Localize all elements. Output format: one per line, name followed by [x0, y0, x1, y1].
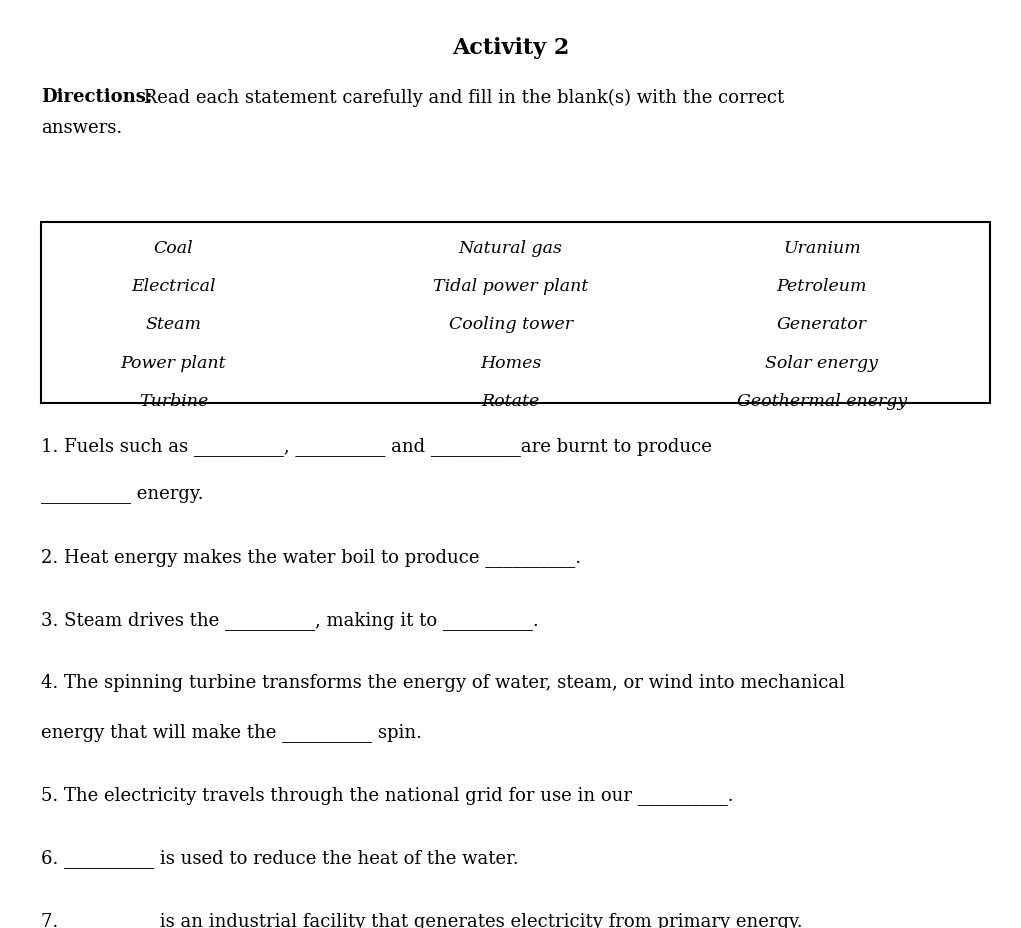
Text: Rotate: Rotate — [481, 393, 540, 409]
Text: energy that will make the __________ spin.: energy that will make the __________ spi… — [41, 722, 422, 741]
Text: 2. Heat energy makes the water boil to produce __________.: 2. Heat energy makes the water boil to p… — [41, 548, 581, 566]
Text: Uranium: Uranium — [783, 239, 861, 256]
Text: Coal: Coal — [154, 239, 193, 256]
Text: 1. Fuels such as __________, __________ and __________are burnt to produce: 1. Fuels such as __________, __________ … — [41, 436, 712, 455]
Text: 5. The electricity travels through the national grid for use in our __________.: 5. The electricity travels through the n… — [41, 785, 733, 804]
Text: answers.: answers. — [41, 119, 123, 136]
Text: 7. __________ is an industrial facility that generates electricity from primary : 7. __________ is an industrial facility … — [41, 911, 803, 928]
FancyBboxPatch shape — [41, 223, 990, 404]
Text: Activity 2: Activity 2 — [452, 37, 569, 59]
Text: Homes: Homes — [480, 354, 541, 371]
Text: Cooling tower: Cooling tower — [448, 316, 573, 333]
Text: Solar energy: Solar energy — [766, 354, 878, 371]
Text: Power plant: Power plant — [120, 354, 227, 371]
Text: Steam: Steam — [146, 316, 201, 333]
Text: __________ energy.: __________ energy. — [41, 484, 203, 502]
Text: Read each statement carefully and fill in the blank(s) with the correct: Read each statement carefully and fill i… — [138, 88, 784, 107]
Text: Directions:: Directions: — [41, 88, 152, 106]
Text: Turbine: Turbine — [139, 393, 208, 409]
Text: Generator: Generator — [777, 316, 867, 333]
Text: Petroleum: Petroleum — [777, 277, 867, 295]
Text: Electrical: Electrical — [132, 277, 215, 295]
Text: 6. __________ is used to reduce the heat of the water.: 6. __________ is used to reduce the heat… — [41, 848, 519, 867]
Text: Natural gas: Natural gas — [458, 239, 563, 256]
Text: Geothermal energy: Geothermal energy — [737, 393, 907, 409]
Text: 3. Steam drives the __________, making it to __________.: 3. Steam drives the __________, making i… — [41, 611, 539, 629]
Text: 4. The spinning turbine transforms the energy of water, steam, or wind into mech: 4. The spinning turbine transforms the e… — [41, 674, 844, 691]
Text: Tidal power plant: Tidal power plant — [433, 277, 588, 295]
